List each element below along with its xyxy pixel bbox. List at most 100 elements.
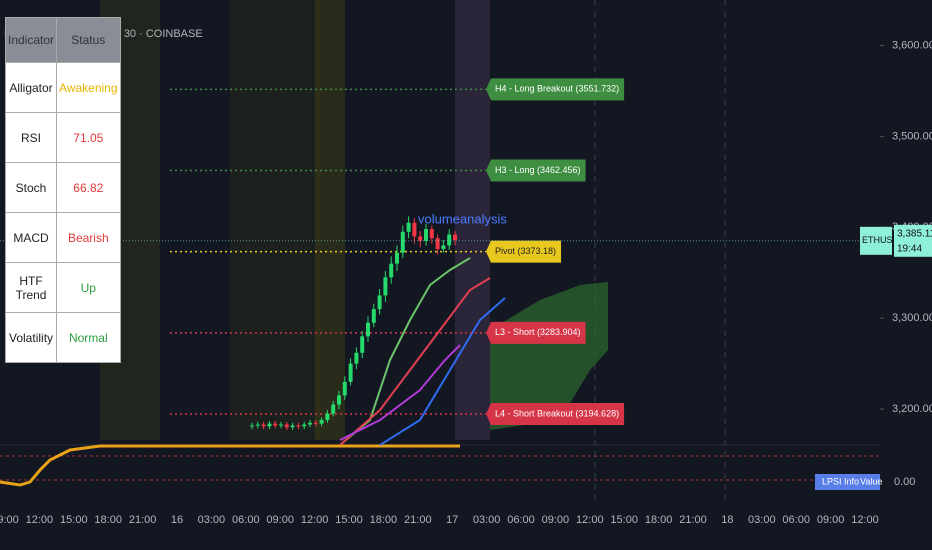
candle-body <box>441 245 446 250</box>
cloud <box>490 282 608 430</box>
level-label: L4 - Short Breakout (3194.628) <box>495 408 619 418</box>
candle-body <box>342 381 347 396</box>
x-tick-label: 12:00 <box>26 514 54 526</box>
table-row: Alligator Awakening <box>4 62 121 113</box>
candle-body <box>331 404 336 414</box>
table-cell: Up <box>56 262 121 313</box>
level-tag: H4 - Long Breakout (3551.732) <box>486 78 625 101</box>
table-cell: Indicator <box>4 17 58 63</box>
candle-body <box>354 352 359 364</box>
table-cell: Bearish <box>56 212 121 263</box>
table-cell: Normal <box>56 312 121 363</box>
ma-line <box>339 277 491 446</box>
indicator-table: Indicator Status Alligator Awakening RSI 71.0… <box>4 17 121 363</box>
x-tick-label: 09:00 <box>817 514 845 526</box>
session-band <box>230 0 320 440</box>
candle-body <box>284 424 289 428</box>
price-tag <box>894 224 932 257</box>
table-row: Stoch 66.82 <box>4 162 121 213</box>
x-tick-label: 16 <box>171 514 183 526</box>
price-axis <box>880 0 932 550</box>
candle-body <box>389 263 394 278</box>
level-tag-box <box>486 240 562 263</box>
info-box-label: LPSI Info <box>822 476 859 486</box>
lower-pane-label: 0.00 <box>894 476 915 488</box>
x-tick-label: 06:00 <box>507 514 535 526</box>
table-cell: Awakening <box>56 62 121 113</box>
table-cell: Stoch <box>4 162 58 213</box>
candle-body <box>273 423 278 426</box>
level-label: H3 - Long (3462.456) <box>495 165 581 175</box>
x-tick-label: 03:00 <box>748 514 776 526</box>
candle-body <box>424 229 428 241</box>
candle-body <box>406 222 411 232</box>
candle-body <box>371 309 376 323</box>
y-tick-label: 3,300.00 <box>892 312 932 324</box>
candle-body <box>279 424 283 426</box>
x-tick-label: 15:00 <box>60 514 88 526</box>
level-label: L3 - Short (3283.904) <box>495 327 581 337</box>
candle-body <box>319 420 324 424</box>
candle-body <box>296 425 301 427</box>
candle-body <box>308 422 312 425</box>
table-cell: RSI <box>4 112 58 163</box>
candle-body <box>360 336 365 353</box>
x-tick-label: 12:00 <box>576 514 604 526</box>
candle-body <box>453 234 457 240</box>
ma-line <box>379 297 506 446</box>
x-tick-label: 09:00 <box>542 514 570 526</box>
candle-body <box>313 422 318 424</box>
candle-body <box>377 295 382 310</box>
candle-body <box>290 425 295 428</box>
x-tick-label: 09:00 <box>266 514 294 526</box>
x-tick-label: 21:00 <box>404 514 432 526</box>
candle-body <box>447 234 452 246</box>
candle-body <box>400 231 405 253</box>
candle-body <box>412 222 417 237</box>
table-row: Volatility Normal <box>4 312 121 363</box>
table-cell: HTF Trend <box>4 262 58 313</box>
symbol-tag <box>860 226 892 255</box>
x-tick-label: 12:00 <box>851 514 879 526</box>
level-tag-box <box>486 159 586 182</box>
session-band <box>455 0 490 440</box>
price-label: 3,385.11 <box>897 228 932 239</box>
table-cell: 71.05 <box>56 112 121 163</box>
info-box <box>815 474 880 490</box>
candle-body <box>302 424 307 427</box>
x-tick-label: 15:00 <box>610 514 638 526</box>
table-cell: Status <box>56 17 121 63</box>
x-tick-label: 06:00 <box>782 514 810 526</box>
candle-body <box>366 322 370 337</box>
table-row: MACD Bearish <box>4 212 121 263</box>
candle-body <box>435 238 440 250</box>
level-tag: L3 - Short (3283.904) <box>486 321 586 344</box>
y-tick-label: 3,600.00 <box>892 39 932 51</box>
level-label: H4 - Long Breakout (3551.732) <box>495 84 619 94</box>
candle-body <box>348 363 353 382</box>
x-tick-label: 03:00 <box>473 514 501 526</box>
candle-body <box>337 395 341 405</box>
level-label: Pivot (3373.18) <box>495 246 556 256</box>
symbol-label: ETHUSD <box>862 235 900 245</box>
x-tick-label: 12:00 <box>301 514 329 526</box>
x-tick-label: 06:00 <box>232 514 260 526</box>
x-tick-label: 18:00 <box>645 514 673 526</box>
candle-body <box>255 424 260 426</box>
x-tick-label: 18:00 <box>370 514 398 526</box>
level-tag-box <box>486 321 586 344</box>
table-row: HTF Trend Up <box>4 262 121 313</box>
x-tick-label: 15:00 <box>335 514 363 526</box>
x-tick-label: 21:00 <box>679 514 707 526</box>
candle-body <box>395 252 399 264</box>
candle-body <box>325 413 330 420</box>
candle-body <box>267 423 272 427</box>
candle-body <box>383 277 388 296</box>
y-tick-label: 3,500.00 <box>892 130 932 142</box>
table-cell: 66.82 <box>56 162 121 213</box>
table-cell: Volatility <box>4 312 58 363</box>
level-tag: L4 - Short Breakout (3194.628) <box>486 402 625 425</box>
ma-line <box>339 344 461 441</box>
candle-body <box>429 229 434 239</box>
